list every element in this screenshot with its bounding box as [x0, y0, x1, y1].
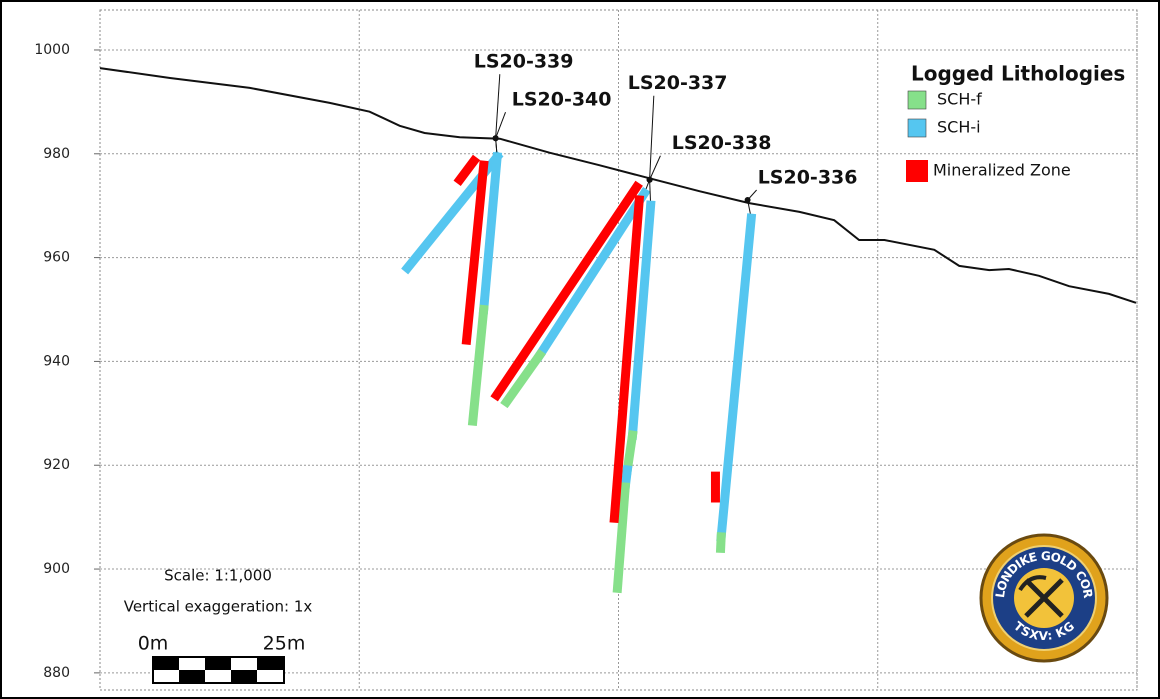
hole-label: LS20-336: [758, 166, 858, 188]
scale-bar-label: 25m: [263, 633, 306, 655]
y-tick-label: 900: [43, 561, 70, 577]
label-leader: [495, 74, 501, 139]
legend-label: SCH-i: [937, 118, 981, 137]
y-tick-label: 980: [43, 146, 70, 162]
interval: [622, 430, 638, 476]
legend-swatch: [907, 118, 927, 138]
y-tick-label: 1000: [34, 42, 70, 58]
scale-bar: [152, 656, 285, 684]
hole-label: LS20-340: [512, 89, 612, 111]
label-leader: [495, 112, 506, 139]
collar: [744, 196, 751, 203]
terrain-line: [99, 67, 1137, 304]
legend-label: Mineralized Zone: [933, 161, 1071, 180]
legend-swatch: [906, 160, 928, 182]
hole-label: LS20-339: [474, 51, 574, 73]
y-tick-label: 960: [43, 250, 70, 266]
label-leader: [649, 155, 661, 180]
plot-area: [99, 9, 1138, 691]
interval: [500, 348, 546, 409]
interval: [715, 532, 726, 553]
collar: [646, 176, 653, 183]
interval: [490, 180, 643, 402]
hole-label: LS20-338: [672, 132, 772, 154]
interval: [609, 195, 645, 524]
interval: [461, 160, 489, 346]
exaggeration-text: Vertical exaggeration: 1x: [124, 598, 313, 616]
interval: [453, 154, 481, 187]
hole-label: LS20-337: [628, 72, 728, 94]
interval: [627, 200, 656, 440]
interval: [467, 304, 489, 427]
legend-swatch: [907, 90, 927, 110]
collar: [492, 135, 499, 142]
y-tick-label: 920: [43, 457, 70, 473]
y-tick-label: 880: [43, 665, 70, 681]
legend-label: SCH-f: [937, 90, 982, 109]
interval: [478, 152, 503, 315]
legend-title: Logged Lithologies: [911, 62, 1125, 86]
label-leader: [649, 95, 655, 180]
interval: [533, 187, 651, 362]
interval: [716, 213, 757, 542]
scale-text: Scale: 1:1,000: [164, 567, 272, 585]
y-tick-label: 940: [43, 353, 70, 369]
interval: [612, 482, 631, 594]
scale-bar-label: 0m: [138, 633, 169, 655]
